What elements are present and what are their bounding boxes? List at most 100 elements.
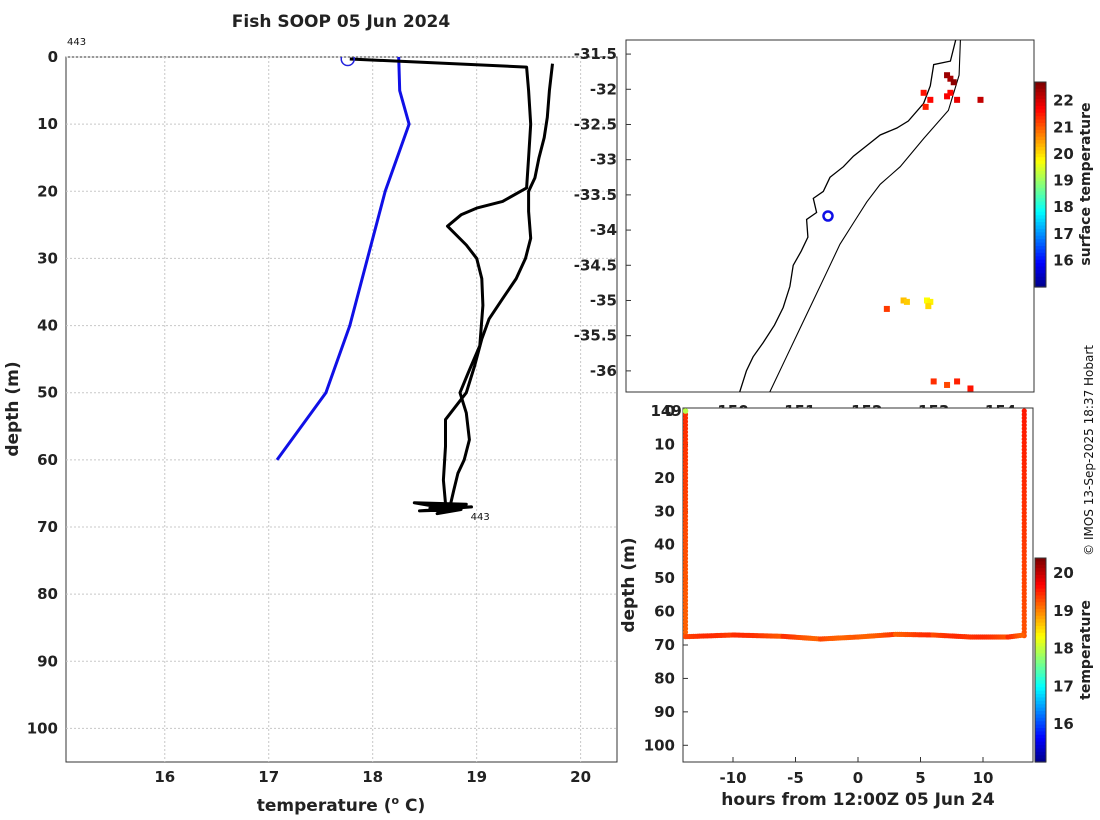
map-colorbar-band — [1035, 225, 1046, 230]
map-colorbar-band — [1035, 222, 1046, 227]
map-colorbar-band — [1035, 280, 1046, 285]
map-colorbar-band — [1035, 211, 1046, 216]
map-colorbar-tick: 19 — [1053, 172, 1074, 190]
profile-ytick: 10 — [37, 115, 58, 133]
section-colorbar-band — [1035, 598, 1046, 603]
map-colorbar-band — [1035, 252, 1046, 257]
map-colorbar-band — [1035, 174, 1046, 179]
section-colorbar-band — [1035, 639, 1046, 644]
map-xtick: 149 — [650, 402, 681, 420]
section-colorbar-band — [1035, 704, 1046, 709]
section-colorbar-band — [1035, 741, 1046, 746]
profile-xtick: 19 — [466, 768, 487, 786]
section-colorbar-band — [1035, 660, 1046, 664]
map-colorbar-band — [1035, 232, 1046, 237]
map-colorbar-band — [1035, 102, 1046, 107]
section-colorbar-tick: 18 — [1053, 640, 1074, 658]
section-colorbar-band — [1035, 592, 1046, 596]
profile-series-climatology — [275, 57, 411, 461]
section-ytick: 80 — [654, 669, 675, 687]
section-colorbar-band — [1035, 663, 1046, 668]
map-ship-position — [822, 210, 834, 222]
section-colorbar-band — [1035, 578, 1046, 583]
profile-start-marker — [340, 57, 355, 67]
map-colorbar-band — [1035, 160, 1046, 165]
map-colorbar-band — [1035, 92, 1046, 97]
credit-text: © IMOS 13-Sep-2025 18:37 Hobart — [1082, 345, 1096, 556]
map-colorbar-tick: 22 — [1053, 92, 1074, 110]
map-colorbar-band — [1035, 242, 1046, 247]
profile-series-descent — [349, 57, 533, 512]
map-ytick: -32.5 — [574, 115, 617, 133]
section-colorbar-band — [1035, 612, 1046, 617]
section-colorbar-band — [1035, 643, 1046, 647]
profile-ytick: 60 — [37, 451, 58, 469]
map-colorbar-band — [1035, 283, 1046, 288]
section-colorbar-band — [1035, 751, 1046, 756]
map-colorbar-band — [1035, 157, 1046, 162]
section-ytick: 40 — [654, 536, 675, 554]
section-colorbar-band — [1035, 680, 1046, 685]
section-colorbar-band — [1035, 615, 1046, 620]
section-colorbar-band — [1035, 595, 1046, 600]
profile-ytick: 50 — [37, 384, 58, 402]
profile-ytick: 0 — [48, 48, 58, 66]
map-sst-pixel — [954, 378, 961, 385]
section-colorbar-band — [1035, 673, 1046, 678]
section-colorbar-band — [1035, 632, 1046, 637]
map-sst-pixel — [903, 298, 910, 305]
section-colorbar-band — [1035, 734, 1046, 739]
map-colorbar-tick: 16 — [1053, 251, 1074, 269]
section-colorbar-band — [1035, 602, 1046, 607]
section-colorbar-label: temperature — [1078, 600, 1094, 700]
profile-ytick: 90 — [37, 652, 58, 670]
section-first-point — [683, 408, 689, 414]
map-colorbar-band — [1035, 239, 1046, 244]
map-colorbar-band — [1035, 82, 1046, 87]
section-frame — [682, 407, 1034, 763]
map-ytick: -34 — [590, 221, 617, 239]
section-panel: 0 10 20 30 40 50 60 70 80 90 100 -10 -5 0 5 10 16 17 18 19… — [619, 402, 1094, 810]
map-colorbar-tick: 21 — [1053, 118, 1074, 136]
map-sst-pixel — [950, 79, 957, 86]
section-colorbar-band — [1035, 687, 1046, 692]
map-coastline — [739, 40, 957, 392]
map-colorbar-band — [1035, 205, 1046, 210]
map-colorbar-tick: 17 — [1053, 225, 1074, 243]
section-colorbar-band — [1035, 758, 1046, 763]
section-xtick: 5 — [915, 769, 925, 787]
map-shelf-contour — [769, 40, 961, 392]
map-ytick: -33.5 — [574, 186, 617, 204]
profile-xtick: 17 — [258, 768, 279, 786]
profile-ytick: 80 — [37, 585, 58, 603]
profile-ytick: 30 — [37, 249, 58, 267]
section-colorbar-band — [1035, 619, 1046, 624]
section-colorbar-band — [1035, 711, 1046, 715]
section-colorbar-band — [1035, 581, 1046, 586]
profile-ytick: 20 — [37, 182, 58, 200]
section-colorbar-band — [1035, 707, 1046, 712]
section-colorbar-band — [1035, 636, 1046, 641]
section-colorbar-band — [1035, 728, 1046, 732]
map-colorbar-band — [1035, 105, 1046, 110]
section-xtick: 10 — [973, 769, 994, 787]
section-ytick: 60 — [654, 603, 675, 621]
section-colorbar-band — [1035, 646, 1046, 651]
map-sst-pixel — [947, 89, 954, 96]
map-sst-pixel — [922, 103, 929, 110]
section-colorbar-band — [1035, 717, 1046, 722]
map-colorbar-label: surface temperature — [1078, 102, 1094, 265]
map-ytick: -36 — [590, 362, 617, 380]
map-colorbar-band — [1035, 256, 1046, 261]
section-colorbar-band — [1035, 748, 1046, 753]
map-ytick: -35 — [590, 291, 617, 309]
map-colorbar-band — [1035, 228, 1046, 233]
map-colorbar-band — [1035, 235, 1046, 240]
map-colorbar-band — [1035, 263, 1046, 268]
section-colorbar-band — [1035, 653, 1046, 658]
section-colorbar-band — [1035, 738, 1046, 743]
profile-ytick: 40 — [37, 317, 58, 335]
section-ytick: 100 — [644, 736, 675, 754]
map-colorbar-tick: 18 — [1053, 198, 1074, 216]
